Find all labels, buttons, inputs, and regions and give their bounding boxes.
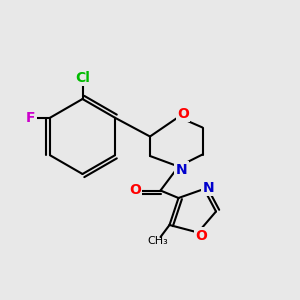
Text: Cl: Cl	[75, 71, 90, 85]
Text: N: N	[203, 181, 214, 194]
Text: CH₃: CH₃	[147, 236, 168, 247]
Text: O: O	[195, 229, 207, 242]
Text: O: O	[177, 107, 189, 121]
Text: O: O	[129, 184, 141, 197]
Text: N: N	[176, 163, 187, 176]
Text: F: F	[26, 111, 35, 125]
